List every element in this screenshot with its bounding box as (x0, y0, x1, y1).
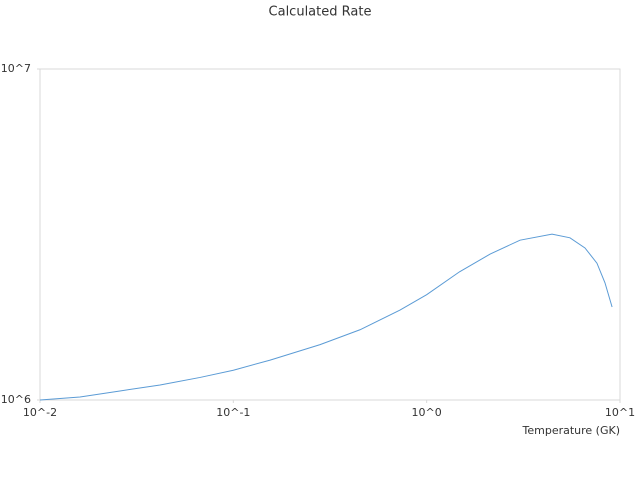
x-tick-label: 10^1 (605, 406, 635, 419)
x-axis-label: Temperature (GK) (522, 424, 621, 437)
x-tick-label: 10^0 (412, 406, 442, 419)
plot-area (39, 68, 621, 401)
chart-title: Calculated Rate (269, 5, 372, 20)
y-tick-label: 10^6 (1, 393, 31, 406)
x-tick-label: 10^-1 (216, 406, 250, 419)
y-tick-label: 10^7 (1, 62, 31, 75)
series-line (39, 233, 613, 401)
x-tick-label: 10^-2 (23, 406, 57, 419)
